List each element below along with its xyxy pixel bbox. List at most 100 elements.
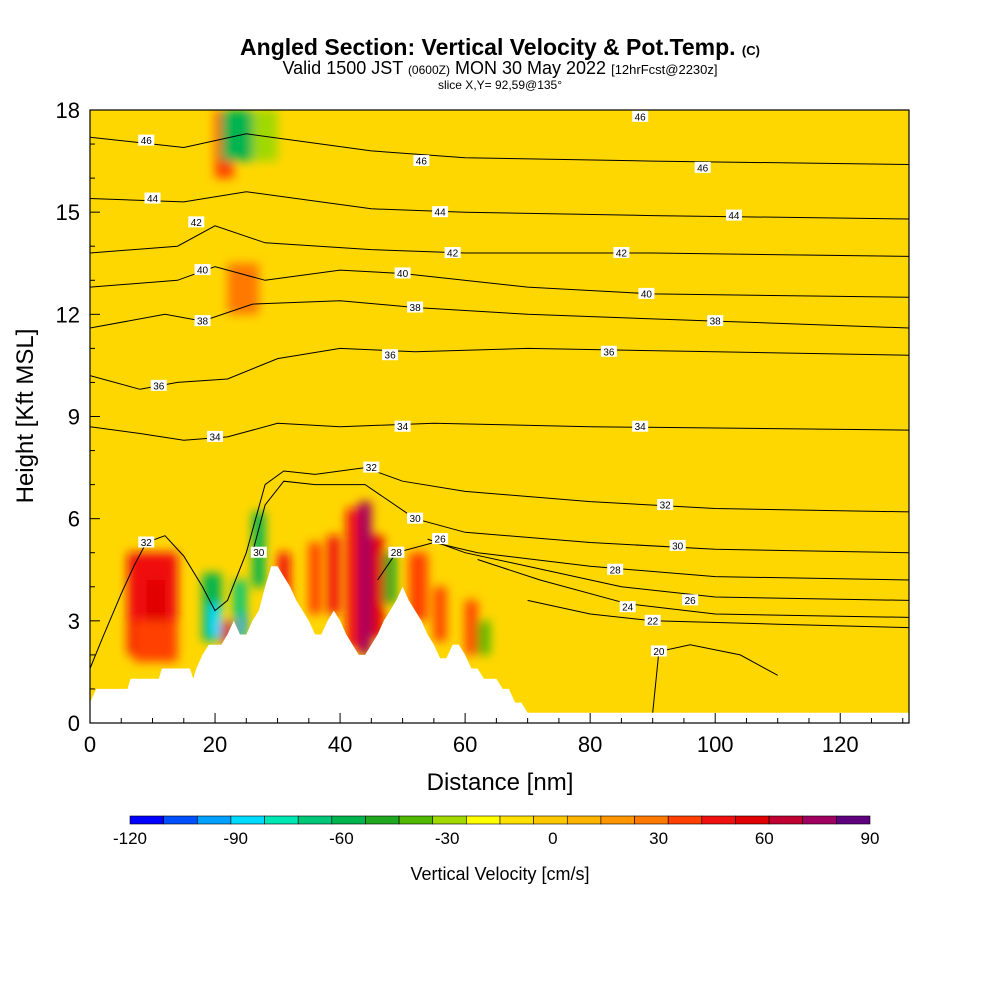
theta-contour-line <box>90 467 909 669</box>
contour-label: 46 <box>416 157 428 168</box>
chart-title: Angled Section: Vertical Velocity & Pot.… <box>0 34 1000 61</box>
contour-label-bg <box>432 533 449 545</box>
contour-label-bg <box>144 192 161 204</box>
colorbar-tick-label: 0 <box>548 829 557 848</box>
contour-label: 38 <box>197 317 209 328</box>
contour-label: 26 <box>435 535 447 546</box>
contour-label: 34 <box>397 422 409 433</box>
contour-label: 40 <box>197 266 209 277</box>
contour-label: 46 <box>697 163 709 174</box>
plot-area: 46 46 46 46 44 44 44 42 42 42 40 40 40 38 38 38 36 36 36 34… <box>89 109 910 724</box>
contour-label: 28 <box>610 565 622 576</box>
colorbar-swatch <box>163 815 198 825</box>
contour-label: 26 <box>685 596 697 607</box>
contour-label-bg <box>382 349 399 361</box>
y-tick-label: 6 <box>68 507 80 532</box>
contour-label: 46 <box>635 112 647 123</box>
colorbar-swatch <box>129 815 164 825</box>
colorbar-tick-label: 30 <box>649 829 668 848</box>
colorbar-swatch <box>365 815 400 825</box>
theta-contour-line <box>90 133 909 165</box>
copyright-mark: (C) <box>741 43 760 58</box>
y-tick-label: 0 <box>68 711 80 736</box>
x-tick-label: 0 <box>84 732 96 757</box>
contour-label-bg <box>669 539 686 551</box>
velocity-cell <box>327 535 341 615</box>
colorbar-label: Vertical Velocity [cm/s] <box>410 864 589 884</box>
contour-label-bg <box>657 499 674 511</box>
colorbar-swatch <box>432 815 467 825</box>
contour-label: 32 <box>141 538 153 549</box>
title-text: Angled Section: Vertical Velocity & Pot.… <box>240 34 736 60</box>
contour-label: 38 <box>410 303 422 314</box>
velocity-cell <box>371 535 384 638</box>
y-tick-label: 3 <box>68 609 80 634</box>
x-tick-label: 120 <box>822 732 859 757</box>
contour-label-bg <box>607 563 624 575</box>
contour-label-bg <box>600 345 617 357</box>
theta-contour-line <box>427 538 909 601</box>
contour-label-bg <box>707 315 724 327</box>
colorbar-swatch <box>701 815 736 825</box>
subtitle-valid: Valid 1500 JST <box>282 58 403 78</box>
colorbar-swatch <box>836 815 871 825</box>
colorbar-tick-label: -30 <box>435 829 460 848</box>
velocity-cell <box>477 620 491 655</box>
contour-label: 20 <box>653 647 665 658</box>
velocity-cell <box>465 600 478 655</box>
x-axis-label: Distance [nm] <box>427 769 574 796</box>
contour-label-bg <box>188 216 205 228</box>
contour-label-bg <box>613 247 630 259</box>
contour-label: 24 <box>622 603 634 614</box>
x-tick-label: 80 <box>578 732 602 757</box>
colorbar-tick-label: -120 <box>113 829 147 848</box>
velocity-cell <box>308 542 322 615</box>
contour-label-bg <box>138 536 155 548</box>
contour-label: 36 <box>603 347 615 358</box>
velocity-cell <box>133 620 178 662</box>
colorbar-swatch <box>297 815 333 825</box>
velocity-cell <box>358 501 372 655</box>
contour-label-bg <box>363 461 380 473</box>
y-axis-label: Height [Kft MSL] <box>12 329 39 504</box>
colorbar-swatch <box>768 815 804 825</box>
contour-label-bg <box>394 267 411 279</box>
colorbar-swatch <box>566 815 602 825</box>
contour-label-bg <box>432 206 449 218</box>
theta-contour-line <box>90 300 909 329</box>
colorbar-swatch <box>533 815 568 825</box>
contour-label: 32 <box>366 463 378 474</box>
contour-label-bg <box>632 420 649 432</box>
colorbar-tick-label: -60 <box>329 829 354 848</box>
theta-contour-labels: 46 46 46 46 44 44 44 42 42 42 40 40 40 38 38 38 36 36 36 34… <box>138 110 742 658</box>
velocity-cell <box>240 614 247 635</box>
contour-label: 32 <box>660 501 672 512</box>
contour-label: 36 <box>153 381 165 392</box>
colorbar-swatch <box>600 815 635 825</box>
colorbar-swatch <box>466 815 501 825</box>
velocity-cell <box>208 603 222 638</box>
contour-label-bg <box>394 420 411 432</box>
theta-contour-line <box>652 644 778 713</box>
contour-label: 44 <box>435 208 447 219</box>
velocity-cell <box>408 552 428 621</box>
colorbar-swatch <box>196 815 232 825</box>
x-tick-label: 40 <box>328 732 352 757</box>
contour-label-bg <box>632 110 649 122</box>
contour-label: 36 <box>385 351 397 362</box>
contour-label-bg <box>138 134 155 146</box>
contour-label: 30 <box>672 541 684 552</box>
chart-subtitle: Valid 1500 JST (0600Z) MON 30 May 2022 [… <box>0 58 1000 79</box>
contour-label-bg <box>150 379 167 391</box>
subtitle-date: MON 30 May 2022 <box>454 58 607 78</box>
theta-contour-line <box>252 480 909 554</box>
velocity-cells <box>127 110 491 662</box>
contour-label-bg <box>638 287 655 299</box>
theta-contour-line <box>90 266 909 298</box>
contour-label-bg <box>644 614 661 626</box>
contour-label: 38 <box>710 317 722 328</box>
y-tick-label: 15 <box>56 200 80 225</box>
contour-label: 42 <box>447 249 459 260</box>
terrain <box>90 566 909 723</box>
